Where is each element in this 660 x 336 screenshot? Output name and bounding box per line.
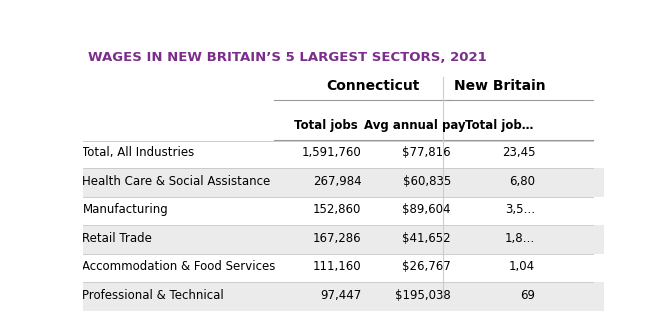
Text: 167,286: 167,286 (313, 232, 361, 245)
Bar (82, 225, 605, 254)
Text: 267,984: 267,984 (313, 175, 361, 188)
Text: Health Care & Social Assistance: Health Care & Social Assistance (82, 175, 271, 188)
Text: $195,038: $195,038 (395, 289, 451, 302)
Bar (82, 254, 605, 282)
Text: 111,160: 111,160 (313, 260, 361, 273)
Text: Professional & Technical: Professional & Technical (82, 289, 224, 302)
Text: 3,5…: 3,5… (505, 203, 535, 216)
Bar (82, 140, 605, 168)
Text: Accommodation & Food Services: Accommodation & Food Services (82, 260, 276, 273)
Text: 1,8…: 1,8… (505, 232, 535, 245)
Text: 97,447: 97,447 (320, 289, 361, 302)
Text: Avg annual pay: Avg annual pay (364, 119, 466, 132)
Text: 1,04: 1,04 (509, 260, 535, 273)
Text: $26,767: $26,767 (402, 260, 451, 273)
Text: New Britain: New Britain (453, 79, 545, 93)
Text: $77,816: $77,816 (402, 146, 451, 159)
Text: 152,860: 152,860 (313, 203, 361, 216)
Text: Connecticut: Connecticut (326, 79, 420, 93)
Text: Total jobs: Total jobs (294, 119, 357, 132)
Text: 69: 69 (520, 289, 535, 302)
Bar (82, 168, 605, 197)
Text: $41,652: $41,652 (402, 232, 451, 245)
Bar (82, 197, 605, 225)
Text: WAGES IN NEW BRITAIN’S 5 LARGEST SECTORS, 2021: WAGES IN NEW BRITAIN’S 5 LARGEST SECTORS… (88, 51, 486, 64)
Bar (82, 282, 605, 310)
Text: Total job…: Total job… (465, 119, 534, 132)
Text: 1,591,760: 1,591,760 (302, 146, 361, 159)
Text: Total, All Industries: Total, All Industries (82, 146, 195, 159)
Text: 6,80: 6,80 (509, 175, 535, 188)
Text: 23,45: 23,45 (502, 146, 535, 159)
Text: Retail Trade: Retail Trade (82, 232, 152, 245)
Text: $89,604: $89,604 (403, 203, 451, 216)
Text: $60,835: $60,835 (403, 175, 451, 188)
Text: Manufacturing: Manufacturing (82, 203, 168, 216)
